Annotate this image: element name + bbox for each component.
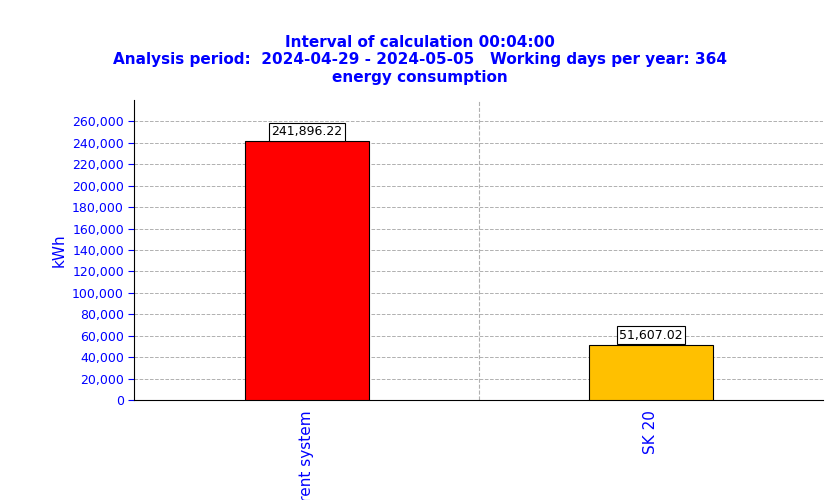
Bar (589, 344, 713, 400)
Text: Interval of calculation 00:04:00
Analysis period:  2024-04-29 - 2024-05-05   Wor: Interval of calculation 00:04:00 Analysi… (113, 35, 727, 85)
Y-axis label: kWh: kWh (51, 233, 66, 267)
Bar (244, 141, 369, 400)
Text: 241,896.22: 241,896.22 (271, 125, 342, 138)
Text: 51,607.02: 51,607.02 (619, 329, 683, 342)
